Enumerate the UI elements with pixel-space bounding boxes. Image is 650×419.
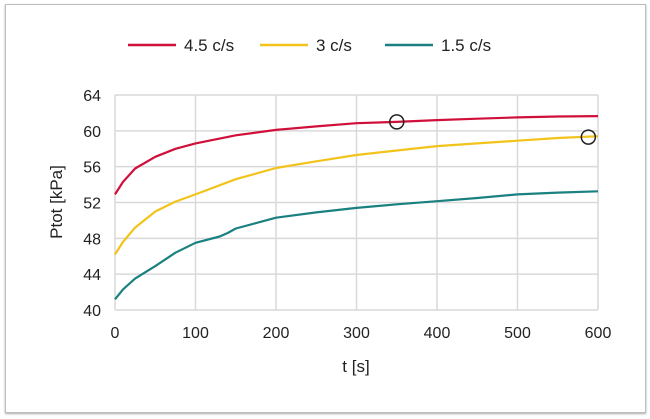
legend-label: 1.5 c/s: [441, 36, 491, 55]
series-line-1: [114, 135, 599, 256]
chart-frame: [5, 4, 646, 413]
y-tick-label: 52: [83, 196, 101, 213]
circle-marker: [389, 114, 405, 130]
y-tick-label: 60: [83, 124, 101, 141]
x-tick-label: 300: [343, 325, 370, 342]
y-axis-label: Ptot [kPa]: [47, 165, 66, 239]
x-axis-label: t [s]: [342, 357, 369, 376]
x-tick-labels: 0 100 200 300 400 500 600: [111, 325, 612, 342]
x-tick-label: 100: [182, 325, 209, 342]
series-line-0: [114, 115, 599, 195]
circle-marker: [580, 129, 597, 145]
legend: 4.5 c/s 3 c/s 1.5 c/s: [128, 36, 491, 55]
y-tick-label: 56: [83, 160, 101, 177]
y-tick-label: 44: [83, 267, 101, 284]
y-tick-label: 40: [83, 303, 101, 320]
x-tick-label: 0: [111, 325, 120, 342]
annotations: [389, 114, 597, 145]
x-tick-label: 400: [424, 325, 451, 342]
grid: [114, 94, 599, 311]
x-tick-label: 200: [263, 325, 290, 342]
series-lines: [114, 115, 599, 300]
x-tick-label: 600: [585, 325, 612, 342]
y-tick-labels: 40 44 48 52 56 60 64: [83, 88, 101, 320]
series-line-2: [114, 190, 599, 300]
y-tick-label: 48: [83, 231, 101, 248]
legend-label: 4.5 c/s: [184, 36, 234, 55]
y-tick-label: 64: [83, 88, 101, 105]
x-tick-label: 500: [504, 325, 531, 342]
legend-label: 3 c/s: [316, 36, 352, 55]
